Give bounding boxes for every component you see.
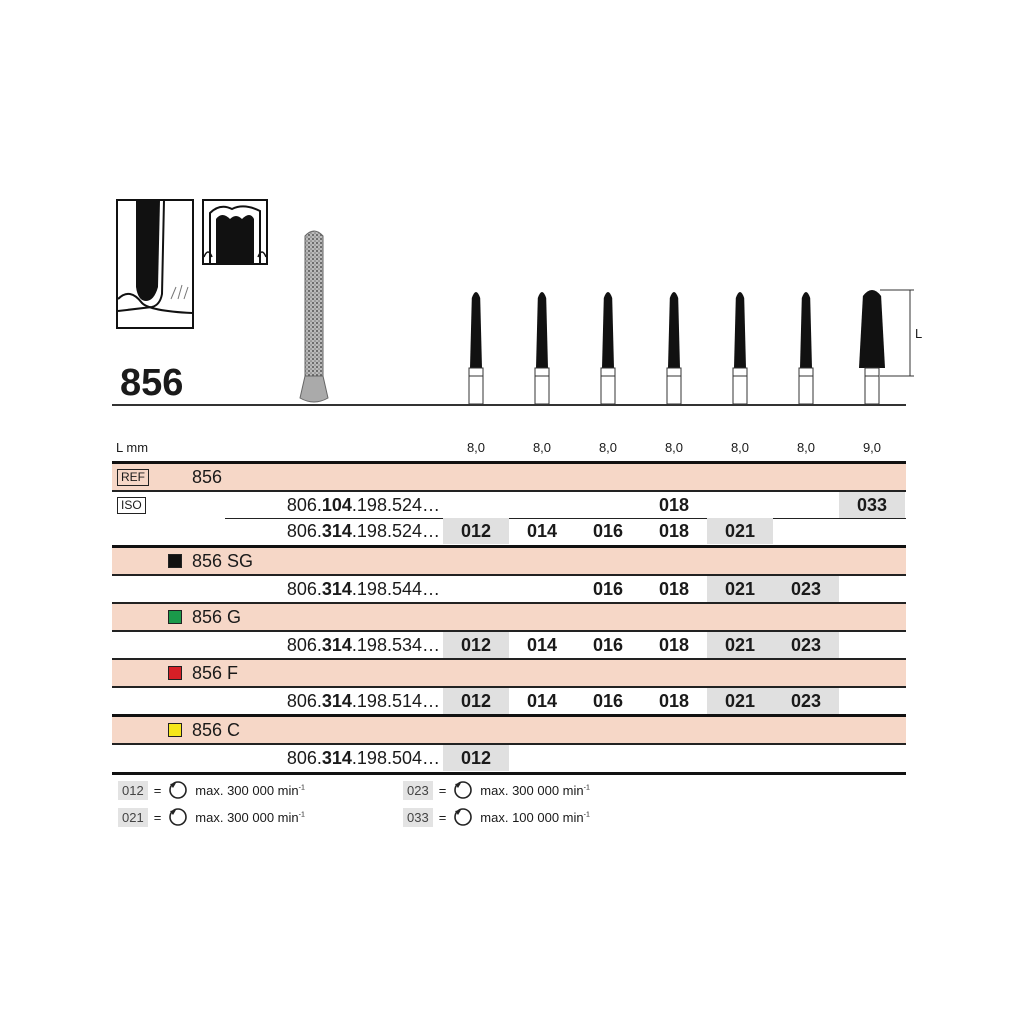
size-cell: 018 xyxy=(658,521,690,541)
size-cell: 023 xyxy=(773,688,839,714)
size-cell: 012 xyxy=(443,745,509,771)
variant-label: 856 F xyxy=(192,663,239,683)
variant-band: 856 G xyxy=(112,602,906,630)
size-cell: 016 xyxy=(592,635,624,655)
order-code: 806.314.198.514… xyxy=(286,691,440,711)
length-value: 8,0 xyxy=(466,440,486,455)
size-cell: 012 xyxy=(443,632,509,658)
rotation-icon xyxy=(169,781,188,799)
legend-speed: max. 300 000 min-1 xyxy=(195,782,305,798)
order-number-row: 806.314.198.544… 016 018 021 023 xyxy=(112,574,906,602)
legend-item: 023 = max. 300 000 min-1 xyxy=(403,779,663,801)
order-code: 806.314.198.504… xyxy=(286,748,440,768)
variant-band: 856 C xyxy=(112,714,906,743)
rotation-icon xyxy=(454,808,473,826)
size-cell: 012 xyxy=(443,518,509,544)
speed-legend: 012 = max. 300 000 min-1 023 = max. 300 000 m… xyxy=(118,779,678,828)
legend-equals: = xyxy=(153,809,162,825)
size-cell: 016 xyxy=(592,579,624,599)
bur-size-row xyxy=(468,289,914,405)
product-table: REF 856 ISO 806.104.198.524… 018 033 806.314.1… xyxy=(112,461,906,771)
variant-label: 856 C xyxy=(192,720,241,740)
variant-band: 856 SG xyxy=(112,545,906,574)
size-cell: 033 xyxy=(839,492,905,518)
variant-band: REF 856 xyxy=(112,461,906,490)
legend-code: 023 xyxy=(403,780,433,800)
bur-silhouette xyxy=(666,292,682,405)
size-cell: 023 xyxy=(773,632,839,658)
size-cell: 016 xyxy=(592,691,624,711)
legend-item: 012 = max. 300 000 min-1 xyxy=(118,779,403,801)
size-cell: 023 xyxy=(773,576,839,602)
order-code: 806.314.198.524… xyxy=(286,521,440,541)
length-value: 8,0 xyxy=(598,440,618,455)
legend-code: 033 xyxy=(403,807,433,827)
bur-silhouette xyxy=(859,290,885,405)
crown-prep-illustration xyxy=(116,199,194,329)
legend-item: 033 = max. 100 000 min-1 xyxy=(403,806,663,828)
size-cell: 018 xyxy=(658,635,690,655)
length-value: 8,0 xyxy=(532,440,552,455)
bur-silhouette xyxy=(468,292,484,405)
size-cell: 018 xyxy=(658,579,690,599)
length-value: 8,0 xyxy=(664,440,684,455)
order-number-row: 806.314.198.534… 012 014 016 018 021 023 xyxy=(112,630,906,658)
legend-code: 012 xyxy=(118,780,148,800)
order-code: 806.104.198.524… xyxy=(286,495,440,515)
legend-item: 021 = max. 300 000 min-1 xyxy=(118,806,403,828)
order-number-row: 806.314.198.524… 012 014 016 018 021 xyxy=(112,518,906,545)
grit-color-square xyxy=(168,723,182,737)
size-cell: 012 xyxy=(443,688,509,714)
length-value: 8,0 xyxy=(730,440,750,455)
legend-speed: max. 300 000 min-1 xyxy=(480,782,590,798)
bur-silhouette xyxy=(798,292,814,405)
bur-silhouette xyxy=(732,292,748,405)
length-value: 8,0 xyxy=(796,440,816,455)
rotation-icon xyxy=(454,781,473,799)
variant-label: 856 G xyxy=(192,607,242,627)
size-cell: 021 xyxy=(707,576,773,602)
grit-color-square xyxy=(168,666,182,680)
tooth-crown-illustration xyxy=(202,199,268,265)
grit-color-square xyxy=(168,554,182,568)
legend-speed: max. 300 000 min-1 xyxy=(195,809,305,825)
iso-badge: ISO xyxy=(117,497,146,514)
length-value: 9,0 xyxy=(862,440,882,455)
size-cell: 021 xyxy=(707,518,773,544)
bur-silhouette xyxy=(534,292,550,405)
order-number-row: 806.314.198.514… 012 014 016 018 021 023 xyxy=(112,686,906,714)
product-number: 856 xyxy=(120,362,184,404)
legend-code: 021 xyxy=(118,807,148,827)
dimension-label: L xyxy=(915,326,923,341)
size-cell: 021 xyxy=(707,632,773,658)
order-number-row: ISO 806.104.198.524… 018 033 xyxy=(112,490,906,518)
grit-color-square xyxy=(168,610,182,624)
order-number-row: 806.314.198.504… 012 xyxy=(112,743,906,771)
length-header: L mm xyxy=(116,440,149,455)
bur-photo xyxy=(299,230,329,403)
length-dimension xyxy=(880,289,914,377)
size-cell: 018 xyxy=(658,495,690,515)
bur-silhouette xyxy=(600,292,616,405)
order-code: 806.314.198.544… xyxy=(286,579,440,599)
size-cell: 016 xyxy=(592,521,624,541)
order-code: 806.314.198.534… xyxy=(286,635,440,655)
variant-label: 856 xyxy=(192,467,223,487)
size-cell: 018 xyxy=(658,691,690,711)
divider xyxy=(112,772,906,775)
legend-equals: = xyxy=(153,782,162,798)
size-cell: 014 xyxy=(526,635,558,655)
legend-equals: = xyxy=(438,782,447,798)
ref-badge: REF xyxy=(117,469,149,486)
size-cell: 014 xyxy=(526,521,558,541)
divider xyxy=(112,404,906,406)
variant-label: 856 SG xyxy=(192,551,254,571)
variant-band: 856 F xyxy=(112,658,906,686)
legend-equals: = xyxy=(438,809,447,825)
legend-speed: max. 100 000 min-1 xyxy=(480,809,590,825)
rotation-icon xyxy=(169,808,188,826)
size-cell: 021 xyxy=(707,688,773,714)
size-cell: 014 xyxy=(526,691,558,711)
